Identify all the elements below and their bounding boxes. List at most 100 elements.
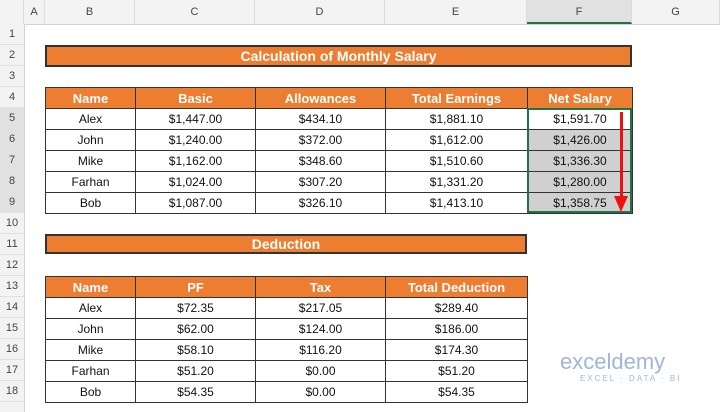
cell[interactable]: $1,510.60 bbox=[385, 150, 528, 172]
cell[interactable]: $51.20 bbox=[385, 360, 528, 382]
cell[interactable]: $51.20 bbox=[135, 360, 256, 382]
watermark-logo: exceldemy EXCEL · DATA · BI bbox=[560, 350, 681, 384]
column-header-cell[interactable]: Net Salary bbox=[527, 87, 633, 109]
cell[interactable]: $307.20 bbox=[255, 171, 386, 193]
column-header-cell[interactable]: PF bbox=[135, 276, 256, 298]
cell[interactable]: $1,881.10 bbox=[385, 108, 528, 130]
column-header-d[interactable]: D bbox=[255, 0, 385, 24]
column-header-cell[interactable]: Total Earnings bbox=[385, 87, 528, 109]
column-header-b[interactable]: B bbox=[45, 0, 135, 24]
cell[interactable]: $54.35 bbox=[135, 381, 256, 403]
cell[interactable]: $116.20 bbox=[255, 339, 386, 361]
salary-table: Name Basic Allowances Total Earnings Net Sal… bbox=[45, 87, 633, 214]
cell[interactable]: $54.35 bbox=[385, 381, 528, 403]
cell[interactable]: $0.00 bbox=[255, 360, 386, 382]
cell[interactable]: Mike bbox=[45, 150, 136, 172]
row-header[interactable]: 9 bbox=[0, 192, 24, 213]
cell[interactable]: $186.00 bbox=[385, 318, 528, 340]
cell[interactable]: $1,280.00 bbox=[527, 171, 633, 193]
cell[interactable]: $372.00 bbox=[255, 129, 386, 151]
cell[interactable]: $0.00 bbox=[255, 381, 386, 403]
column-header-cell[interactable]: Allowances bbox=[255, 87, 386, 109]
column-header-f[interactable]: F bbox=[527, 0, 632, 24]
row-header[interactable]: 4 bbox=[0, 87, 24, 108]
column-header-cell[interactable]: Name bbox=[45, 276, 136, 298]
table-row: Mike $1,162.00 $348.60 $1,510.60 $1,336.30 bbox=[45, 150, 633, 172]
table-row: Farhan $1,024.00 $307.20 $1,331.20 $1,280.00 bbox=[45, 171, 633, 193]
cell[interactable]: $217.05 bbox=[255, 297, 386, 319]
table-row: John $62.00 $124.00 $186.00 bbox=[45, 318, 528, 340]
row-header[interactable]: 7 bbox=[0, 150, 24, 171]
cell[interactable]: $326.10 bbox=[255, 192, 386, 214]
cell[interactable]: $1,612.00 bbox=[385, 129, 528, 151]
select-all-corner[interactable] bbox=[0, 0, 24, 24]
cell[interactable]: Alex bbox=[45, 108, 136, 130]
down-arrow-icon bbox=[620, 112, 623, 200]
arrowhead-icon bbox=[614, 196, 628, 212]
cell[interactable]: $1,162.00 bbox=[135, 150, 256, 172]
cell[interactable]: $1,413.10 bbox=[385, 192, 528, 214]
column-header-cell[interactable]: Basic bbox=[135, 87, 256, 109]
cell[interactable]: Bob bbox=[45, 192, 136, 214]
table-row: Alex $72.35 $217.05 $289.40 bbox=[45, 297, 528, 319]
table-row: Mike $58.10 $116.20 $174.30 bbox=[45, 339, 528, 361]
column-headers: A B C D E F G bbox=[0, 0, 720, 25]
cell[interactable]: $1,591.70 bbox=[527, 108, 633, 130]
header-row: Name Basic Allowances Total Earnings Net Sal… bbox=[45, 87, 633, 109]
row-header[interactable]: 16 bbox=[0, 339, 24, 360]
column-header-cell[interactable]: Tax bbox=[255, 276, 386, 298]
row-header[interactable]: 18 bbox=[0, 381, 24, 402]
watermark-tagline: EXCEL · DATA · BI bbox=[580, 374, 682, 383]
row-header[interactable]: 12 bbox=[0, 255, 24, 276]
row-header[interactable]: 10 bbox=[0, 213, 24, 234]
row-header[interactable]: 17 bbox=[0, 360, 24, 381]
cell[interactable]: $434.10 bbox=[255, 108, 386, 130]
cell[interactable]: $1,024.00 bbox=[135, 171, 256, 193]
deduction-title-banner: Deduction bbox=[45, 234, 527, 254]
table-row: Bob $54.35 $0.00 $54.35 bbox=[45, 381, 528, 403]
column-header-e[interactable]: E bbox=[385, 0, 527, 24]
table-row: Alex $1,447.00 $434.10 $1,881.10 $1,591.70 bbox=[45, 108, 633, 130]
cell[interactable]: Mike bbox=[45, 339, 136, 361]
cell[interactable]: $62.00 bbox=[135, 318, 256, 340]
deduction-table: Name PF Tax Total Deduction Alex $72.35 $217.0… bbox=[45, 276, 528, 403]
cell[interactable]: $72.35 bbox=[135, 297, 256, 319]
row-header[interactable]: 13 bbox=[0, 276, 24, 297]
cell[interactable]: Farhan bbox=[45, 171, 136, 193]
cell[interactable]: $348.60 bbox=[255, 150, 386, 172]
cell[interactable]: $1,240.00 bbox=[135, 129, 256, 151]
column-header-a[interactable]: A bbox=[24, 0, 45, 24]
row-header[interactable]: 14 bbox=[0, 297, 24, 318]
row-header[interactable]: 11 bbox=[0, 234, 24, 255]
row-header[interactable]: 6 bbox=[0, 129, 24, 150]
cell[interactable]: $58.10 bbox=[135, 339, 256, 361]
table-row: Farhan $51.20 $0.00 $51.20 bbox=[45, 360, 528, 382]
cell[interactable]: $1,358.75 bbox=[527, 192, 633, 214]
cell[interactable]: $1,426.00 bbox=[527, 129, 633, 151]
table-row: Bob $1,087.00 $326.10 $1,413.10 $1,358.75 bbox=[45, 192, 633, 214]
cell[interactable]: $1,087.00 bbox=[135, 192, 256, 214]
cell[interactable]: Farhan bbox=[45, 360, 136, 382]
row-header[interactable]: 3 bbox=[0, 66, 24, 87]
row-header[interactable]: 15 bbox=[0, 318, 24, 339]
row-header[interactable]: 5 bbox=[0, 108, 24, 129]
cell[interactable]: John bbox=[45, 318, 136, 340]
cell[interactable]: Bob bbox=[45, 381, 136, 403]
cell[interactable]: $1,331.20 bbox=[385, 171, 528, 193]
cell[interactable]: $289.40 bbox=[385, 297, 528, 319]
column-header-cell[interactable]: Total Deduction bbox=[385, 276, 528, 298]
row-header[interactable]: 2 bbox=[0, 45, 24, 66]
cell[interactable]: $174.30 bbox=[385, 339, 528, 361]
watermark-brand: exceldemy bbox=[560, 349, 666, 374]
cell[interactable]: $124.00 bbox=[255, 318, 386, 340]
column-header-g[interactable]: G bbox=[632, 0, 720, 24]
row-headers: 1 2 3 4 5 6 7 8 9 10 11 12 13 14 15 16 17 18 bbox=[0, 24, 25, 412]
cell[interactable]: $1,447.00 bbox=[135, 108, 256, 130]
row-header[interactable]: 8 bbox=[0, 171, 24, 192]
row-header[interactable]: 1 bbox=[0, 24, 24, 45]
cell[interactable]: Alex bbox=[45, 297, 136, 319]
column-header-c[interactable]: C bbox=[135, 0, 255, 24]
column-header-cell[interactable]: Name bbox=[45, 87, 136, 109]
cell[interactable]: $1,336.30 bbox=[527, 150, 633, 172]
cell[interactable]: John bbox=[45, 129, 136, 151]
